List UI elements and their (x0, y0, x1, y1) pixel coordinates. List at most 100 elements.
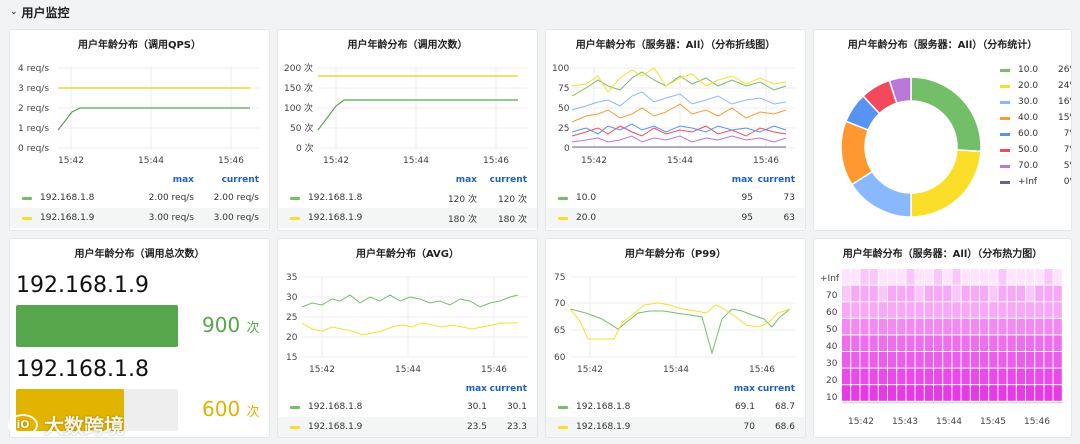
heatmap-cell[interactable] (878, 318, 887, 335)
heatmap-cell[interactable] (888, 318, 897, 335)
heatmap-cell[interactable] (943, 352, 952, 368)
heatmap-cell[interactable] (1016, 335, 1025, 351)
heatmap-cell[interactable] (860, 285, 869, 302)
heatmap-cell[interactable] (897, 285, 906, 302)
heatmap-cell[interactable] (943, 285, 952, 302)
legend-header-max[interactable]: max (172, 175, 194, 185)
heatmap-cell[interactable] (888, 385, 897, 401)
donut-chart[interactable] (836, 72, 986, 222)
heatmap-cell[interactable] (980, 368, 989, 385)
heatmap-cell[interactable] (924, 285, 933, 302)
heatmap-cell[interactable] (998, 368, 1007, 385)
heatmap-cell[interactable] (860, 368, 869, 385)
heatmap-cell[interactable] (888, 352, 897, 368)
heatmap-cell[interactable] (897, 368, 906, 385)
heatmap-cell[interactable] (1035, 285, 1044, 302)
heatmap-cell[interactable] (915, 285, 924, 302)
pie-legend-item[interactable]: 70.0 5% (1000, 158, 1071, 174)
heatmap-cell[interactable] (1035, 302, 1044, 318)
heatmap-cell[interactable] (924, 368, 933, 385)
heatmap-cell[interactable] (906, 302, 915, 318)
pie-legend-item[interactable]: +Inf 0% (1000, 174, 1071, 190)
heatmap-cell[interactable] (1044, 385, 1053, 401)
heatmap-cell[interactable] (961, 385, 970, 401)
heatmap-cell[interactable] (1016, 269, 1025, 285)
heatmap-cell[interactable] (961, 269, 970, 285)
heatmap-cell[interactable] (1044, 368, 1053, 385)
heatmap-cell[interactable] (934, 385, 943, 401)
heatmap-cell[interactable] (1053, 285, 1062, 302)
heatmap-cell[interactable] (897, 352, 906, 368)
heatmap-cell[interactable] (989, 385, 998, 401)
heatmap-cell[interactable] (1044, 302, 1053, 318)
heatmap-cell[interactable] (934, 269, 943, 285)
heatmap-cell[interactable] (1053, 269, 1062, 285)
heatmap-cell[interactable] (952, 368, 961, 385)
legend-row[interactable]: 192.168.1.9 180 次 180 次 (278, 208, 537, 228)
heatmap-cell[interactable] (915, 318, 924, 335)
heatmap-cell[interactable] (1007, 302, 1016, 318)
heatmap-cell[interactable] (878, 368, 887, 385)
heatmap-cell[interactable] (989, 352, 998, 368)
heatmap-cell[interactable] (842, 368, 851, 385)
heatmap-cell[interactable] (1007, 368, 1016, 385)
heatmap-cell[interactable] (1053, 335, 1062, 351)
heatmap-cell[interactable] (1044, 318, 1053, 335)
heatmap-cell[interactable] (943, 385, 952, 401)
heatmap-cell[interactable] (943, 368, 952, 385)
heatmap-cell[interactable] (952, 385, 961, 401)
pie-legend-item[interactable]: 10.0 26% (1000, 62, 1071, 78)
heatmap-cell[interactable] (878, 302, 887, 318)
heatmap-cell[interactable] (851, 385, 860, 401)
heatmap-cell[interactable] (1026, 269, 1035, 285)
heatmap-cell[interactable] (989, 285, 998, 302)
heatmap-cell[interactable] (952, 318, 961, 335)
heatmap-cell[interactable] (989, 368, 998, 385)
heatmap-cell[interactable] (998, 269, 1007, 285)
heatmap-cell[interactable] (1035, 385, 1044, 401)
heatmap-cell[interactable] (961, 352, 970, 368)
heatmap-cell[interactable] (851, 302, 860, 318)
heatmap-cell[interactable] (897, 335, 906, 351)
heatmap-cell[interactable] (842, 269, 851, 285)
heatmap-cell[interactable] (1007, 318, 1016, 335)
heatmap-cell[interactable] (924, 302, 933, 318)
heatmap-cell[interactable] (980, 385, 989, 401)
legend-row[interactable]: 192.168.1.9 23.5 23.3 (278, 417, 537, 437)
heatmap-cell[interactable] (851, 368, 860, 385)
heatmap-cell[interactable] (924, 335, 933, 351)
heatmap-cell[interactable] (897, 269, 906, 285)
heatmap-cell[interactable] (915, 302, 924, 318)
heatmap-chart[interactable]: +Inf 70 60 50 40 30 20 10 15:42 15:43 15… (814, 267, 1072, 437)
heatmap-cell[interactable] (1053, 368, 1062, 385)
heatmap-cell[interactable] (1026, 285, 1035, 302)
heatmap-cell[interactable] (924, 269, 933, 285)
heatmap-cell[interactable] (869, 302, 878, 318)
donut-slice-20.0[interactable] (910, 149, 982, 218)
calls-graph[interactable]: 200 次 150 次 100 次 50 次 0 次 15:42 15:44 1… (278, 56, 538, 196)
pie-legend-item[interactable]: 30.0 16% (1000, 94, 1071, 110)
pie-legend-item[interactable]: 60.0 7% (1000, 126, 1071, 142)
heatmap-cell[interactable] (961, 335, 970, 351)
heatmap-cell[interactable] (934, 318, 943, 335)
heatmap-cell[interactable] (934, 302, 943, 318)
heatmap-cell[interactable] (970, 302, 979, 318)
heatmap-cell[interactable] (1035, 368, 1044, 385)
heatmap-cell[interactable] (934, 352, 943, 368)
heatmap-cell[interactable] (906, 335, 915, 351)
heatmap-cell[interactable] (869, 368, 878, 385)
heatmap-cell[interactable] (998, 352, 1007, 368)
heatmap-cell[interactable] (1026, 385, 1035, 401)
heatmap-cell[interactable] (888, 335, 897, 351)
heatmap-cell[interactable] (888, 269, 897, 285)
heatmap-cell[interactable] (869, 385, 878, 401)
heatmap-cell[interactable] (842, 385, 851, 401)
heatmap-cell[interactable] (906, 385, 915, 401)
heatmap-cell[interactable] (842, 302, 851, 318)
pie-legend-item[interactable]: 50.0 7% (1000, 142, 1071, 158)
pie-legend-item[interactable]: 20.0 24% (1000, 78, 1071, 94)
heatmap-cell[interactable] (842, 335, 851, 351)
avg-graph[interactable]: 35 30 25 20 15 15:42 15:44 15:46 (278, 265, 538, 405)
heatmap-cell[interactable] (1026, 318, 1035, 335)
legend-header-max[interactable]: max (731, 175, 753, 185)
